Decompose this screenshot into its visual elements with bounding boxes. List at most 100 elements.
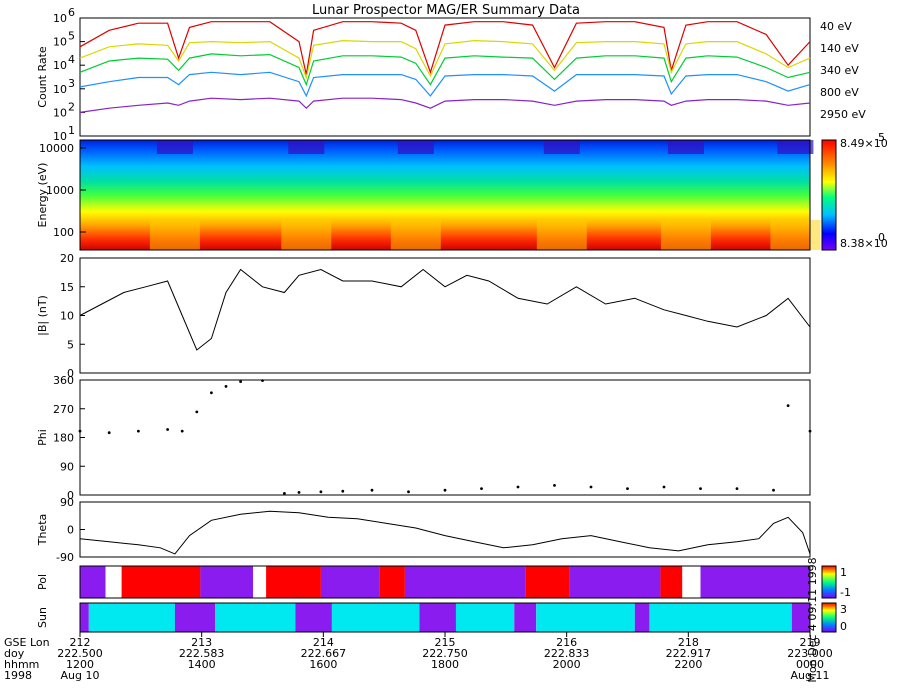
x-axis-lon-label: 214 — [313, 636, 334, 649]
spectrogram-bright-band — [536, 220, 587, 250]
pol-segment — [660, 566, 683, 598]
count-rate-tick-label: 10 — [53, 12, 67, 25]
side-note: Mon Dec 4 09:11 1998 — [806, 557, 819, 682]
theta-frame — [79, 501, 811, 558]
phi-point — [239, 380, 243, 383]
sun-colorbar-max: 3 — [840, 603, 847, 616]
sun-segment — [215, 603, 296, 632]
phi-point — [480, 487, 483, 490]
pol-colorbar — [821, 565, 837, 599]
spectrogram-ylabel: Energy (eV) — [36, 163, 49, 228]
phi-point — [772, 488, 775, 492]
x-axis-lon-label: 219 — [800, 636, 821, 649]
field-tick-label: 0 — [67, 367, 74, 380]
count-rate-tick-label: 10 — [53, 36, 67, 49]
pol-segment — [569, 566, 661, 598]
spectrogram-tick-label: 1000 — [46, 184, 74, 197]
phi-point — [407, 490, 410, 494]
count-rate-legend-label: 140 eV — [820, 42, 859, 55]
count-rate-legend-label: 40 eV — [820, 20, 852, 33]
count-rate-series-line — [79, 21, 811, 75]
sun-segment — [455, 603, 515, 632]
count-rate-legend-label: 800 eV — [820, 86, 859, 99]
spectrogram-dark-band — [543, 140, 580, 154]
phi-frame — [79, 379, 811, 496]
field-tick-label: 15 — [60, 281, 74, 294]
x-axis-doy-label: 222.833 — [544, 647, 590, 660]
field-tick-label: 20 — [60, 252, 74, 265]
pol-frame — [79, 565, 811, 599]
pol-segment — [253, 566, 267, 598]
sun-colorbar-min: 0 — [840, 620, 847, 633]
phi-point — [107, 431, 111, 435]
field-tick-label: 5 — [67, 338, 74, 351]
phi-tick-label: 180 — [53, 432, 74, 445]
x-axis-doy-label: 222.583 — [179, 647, 225, 660]
chart-title: Lunar Prospector MAG/ER Summary Data — [312, 3, 580, 18]
phi-tick-label: 0 — [67, 489, 74, 502]
phi-tick-label: 90 — [60, 460, 74, 473]
colorbar-max-label: 8.49×10 — [840, 137, 888, 150]
x-axis-lon-label: 215 — [435, 636, 456, 649]
count-rate-series-line — [79, 71, 811, 98]
count-rate-tick-exponent: 1 — [68, 124, 75, 137]
field-frame — [79, 257, 811, 374]
field-tick-label: 10 — [60, 310, 74, 323]
x-axis-hhmm-label: 2000 — [553, 658, 581, 671]
x-axis-doy-label: 222.500 — [57, 647, 103, 660]
count-rate-tick-label: 10 — [53, 59, 67, 72]
x-axis-hhmm-label: 1200 — [66, 658, 94, 671]
spectrogram-bright-band — [770, 220, 821, 250]
x-axis-doy-label: 222.917 — [666, 647, 712, 660]
phi-point — [443, 488, 447, 492]
pol-colorbar-min: -1 — [840, 586, 851, 599]
x-axis-hhmm-label: 1400 — [188, 658, 216, 671]
phi-point — [553, 484, 556, 487]
phi-point — [516, 485, 520, 489]
x-axis-lon-label: 213 — [191, 636, 212, 649]
x-axis-lon-label: 218 — [678, 636, 699, 649]
pol-segment — [379, 566, 405, 598]
count-rate-tick-label: 10 — [53, 130, 67, 143]
x-axis-date-label: Aug 10 — [61, 669, 100, 682]
spectrogram-dark-band — [777, 140, 814, 154]
spectrogram-tick-label: 100 — [53, 226, 74, 239]
count-rate-frame — [79, 17, 811, 137]
count-rate-tick-exponent: 4 — [68, 53, 75, 66]
colorbar-min-exponent: 0 — [878, 231, 885, 244]
phi-point — [735, 487, 739, 490]
sun-segment — [331, 603, 420, 632]
sun-segment — [80, 603, 89, 632]
phi-point — [180, 429, 184, 433]
theta-tick-label: -90 — [56, 551, 74, 564]
theta-series-line — [79, 510, 811, 555]
sun-segment — [791, 603, 811, 632]
pol-segment — [682, 566, 701, 598]
count-rate-series-line — [79, 97, 811, 113]
theta-ylabel: Theta — [36, 514, 49, 547]
phi-point — [808, 429, 812, 433]
pol-segment — [266, 566, 321, 598]
x-axis-lon-label: 216 — [556, 636, 577, 649]
phi-point — [786, 404, 790, 407]
spectrogram-dark-band — [397, 140, 434, 154]
sun-segment — [649, 603, 792, 632]
count-rate-tick-exponent: 2 — [68, 100, 75, 113]
x-axis-row-label: doy — [4, 647, 25, 660]
field-series-line — [79, 268, 811, 351]
spectrogram-dark-band — [667, 140, 704, 154]
spectrogram-bright-band — [660, 220, 711, 250]
phi-tick-label: 360 — [53, 374, 74, 387]
spectrogram-dark-band — [288, 140, 325, 154]
field-ylabel: |B| (nT) — [36, 295, 49, 336]
count-rate-legend-label: 2950 eV — [820, 108, 866, 121]
pol-segment — [105, 566, 122, 598]
sun-segment — [514, 603, 537, 632]
spectrogram-bright-band — [281, 220, 332, 250]
x-axis-hhmm-label: 1800 — [431, 658, 459, 671]
count-rate-tick-label: 10 — [53, 106, 67, 119]
x-axis-row-label: hhmm — [4, 658, 39, 671]
x-axis-doy-label: 222.667 — [301, 647, 347, 660]
count-rate-series-line — [79, 39, 811, 80]
phi-ylabel: Phi — [36, 429, 49, 446]
